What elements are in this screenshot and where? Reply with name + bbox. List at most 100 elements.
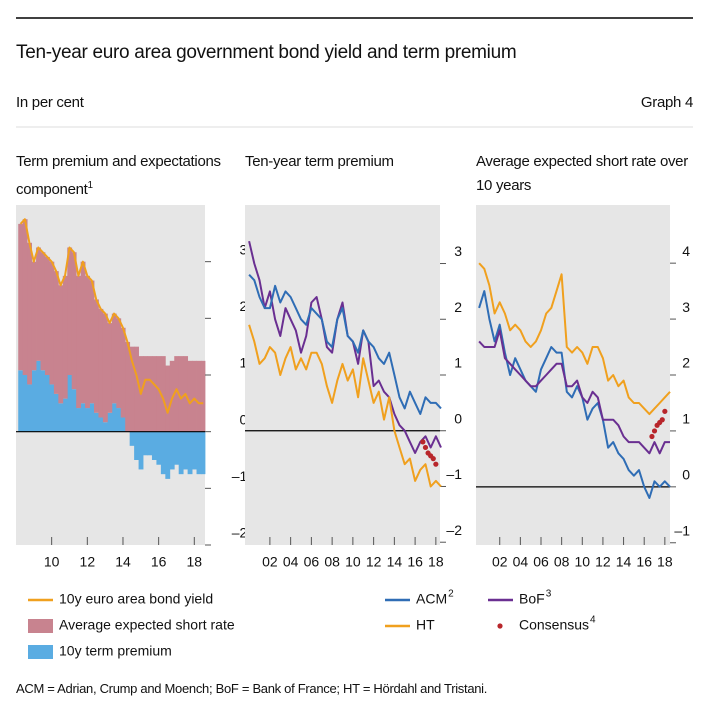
area-segment — [85, 275, 90, 409]
area-segment — [200, 431, 206, 475]
series-line — [248, 274, 442, 415]
x-tick-label: 04 — [513, 554, 529, 570]
x-tick-label: 06 — [533, 554, 549, 570]
x-tick-label: 16 — [636, 554, 652, 570]
series-dot — [433, 461, 439, 467]
series-dot — [420, 439, 426, 445]
area-segment — [71, 252, 77, 390]
y-tick-label: 1 — [454, 355, 462, 371]
legend-swatch — [28, 619, 53, 633]
area-segment — [178, 356, 184, 432]
area-segment — [196, 360, 202, 432]
y-tick-label: –2 — [446, 522, 462, 538]
area-segment — [134, 346, 139, 432]
area-segment — [160, 431, 166, 475]
series-dot — [662, 408, 668, 414]
area-segment — [183, 431, 189, 470]
area-segment — [107, 323, 113, 413]
area-segment — [200, 360, 206, 432]
x-tick-label: 04 — [283, 554, 299, 570]
y-tick-label: 3 — [454, 243, 462, 259]
area-segment — [58, 403, 64, 432]
series-line — [478, 262, 671, 416]
x-tick-label: 10 — [345, 554, 361, 570]
area-segment — [62, 398, 68, 432]
legend-note: 4 — [590, 615, 596, 626]
area-segment — [44, 375, 50, 432]
area-segment — [98, 417, 104, 432]
panel-title: Average expected short rate over 10 year… — [476, 150, 700, 198]
area-segment — [40, 252, 46, 371]
area-segment — [151, 356, 157, 432]
area-segment — [44, 256, 50, 375]
subtitle: In per cent — [16, 94, 84, 111]
area-segment — [129, 431, 135, 446]
legend-label: BoF — [519, 591, 545, 607]
x-tick-label: 10 — [574, 554, 590, 570]
area-segment — [107, 412, 113, 432]
area-segment — [62, 275, 68, 399]
area-segment — [102, 313, 108, 423]
x-tick-label: 16 — [407, 554, 423, 570]
area-segment — [192, 431, 197, 470]
area-segment — [31, 261, 37, 371]
area-segment — [196, 431, 202, 475]
legend-swatch — [28, 645, 53, 659]
title-note: 1 — [87, 180, 94, 191]
area-segment — [31, 370, 37, 432]
legend-note: 2 — [448, 589, 454, 600]
area-segment — [22, 219, 28, 375]
x-tick-label: 02 — [492, 554, 508, 570]
area-segment — [134, 431, 139, 460]
area-segment — [89, 280, 95, 404]
area-segment — [22, 375, 28, 432]
x-tick-label: 18 — [428, 554, 444, 570]
area-segment — [147, 356, 153, 432]
y-tick-label: 4 — [682, 243, 690, 259]
area-segment — [67, 247, 73, 375]
plot-area — [476, 205, 670, 545]
area-segment — [178, 431, 184, 475]
x-tick-label: 12 — [366, 554, 382, 570]
x-tick-label: 14 — [387, 554, 403, 570]
area-segment — [53, 393, 59, 432]
legend-note: 3 — [546, 589, 552, 600]
area-segment — [53, 271, 59, 394]
area-segment — [143, 431, 148, 456]
y-tick-label: 0 — [682, 467, 690, 483]
series-dot — [651, 428, 658, 434]
x-tick-label: 18 — [187, 554, 203, 570]
area-segment — [147, 431, 153, 456]
series-dot — [430, 456, 436, 462]
series-dot — [422, 444, 429, 451]
area-segment — [98, 308, 104, 418]
area-segment — [94, 412, 99, 432]
x-tick-label: 12 — [595, 554, 611, 570]
area-segment — [151, 431, 157, 460]
footnote: ACM = Adrian, Crump and Moench; BoF = Ba… — [16, 681, 488, 696]
area-segment — [120, 417, 126, 432]
panel-title-text: Ten-year term premium — [245, 153, 394, 170]
area-segment — [36, 360, 41, 432]
x-tick-label: 10 — [44, 554, 60, 570]
area-segment — [125, 341, 131, 432]
area-segment — [40, 370, 46, 432]
y-tick-label: 0 — [454, 410, 462, 426]
area-segment — [156, 356, 162, 432]
area-segment — [102, 422, 108, 432]
legend-swatch — [497, 623, 503, 629]
area-segment — [160, 356, 166, 432]
panel-title-text: Average expected short rate over 10 year… — [476, 153, 688, 194]
x-tick-label: 08 — [324, 554, 340, 570]
plot-area — [245, 205, 440, 545]
area-segment — [111, 403, 117, 432]
x-tick-label: 06 — [304, 554, 320, 570]
series-line — [248, 324, 442, 488]
area-segment — [27, 242, 33, 385]
series-line — [19, 218, 204, 414]
area-segment — [27, 384, 33, 432]
area-segment — [116, 318, 122, 409]
area-segment — [49, 261, 55, 385]
area-segment — [76, 408, 82, 432]
